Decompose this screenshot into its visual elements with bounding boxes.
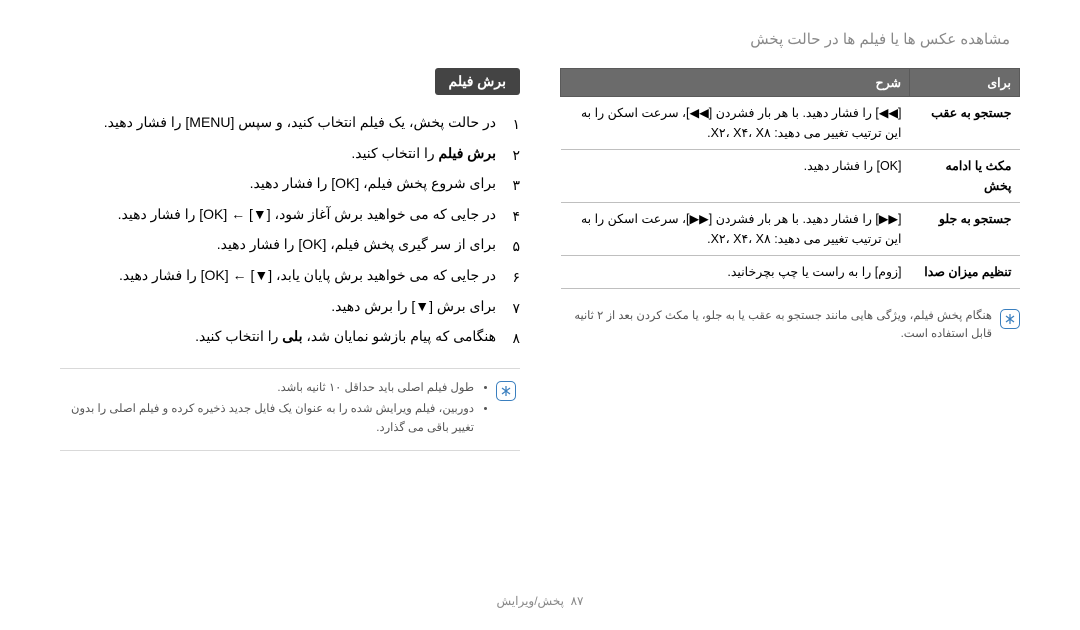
- table-row: جستجو به جلو[▶▶] را فشار دهید. با هر بار…: [561, 203, 1020, 256]
- cell-desc: [OK] را فشار دهید.: [561, 150, 910, 203]
- steps-list: ۱در حالت پخش، یک فیلم انتخاب کنید، و سپس…: [60, 109, 520, 350]
- th-desc: شرح: [561, 69, 910, 97]
- step-item: ۸هنگامی که پیام بازشو نمایان شد، بلی را …: [60, 323, 520, 350]
- cell-desc: [▶▶] را فشار دهید. با هر بار فشردن [▶▶]،…: [561, 203, 910, 256]
- section-title: برش فیلم: [435, 68, 520, 95]
- cell-for: مکث یا ادامه پخش: [910, 150, 1020, 203]
- step-item: ۱در حالت پخش، یک فیلم انتخاب کنید، و سپس…: [60, 109, 520, 136]
- note1-text: هنگام پخش فیلم، ویژگی هایی مانند جستجو ب…: [560, 307, 992, 344]
- cell-for: جستجو به جلو: [910, 203, 1020, 256]
- table-row: تنظیم میزان صدا[زوم] را به راست یا چپ بچ…: [561, 256, 1020, 289]
- step-item: ۵برای از سر گیری پخش فیلم، [OK] را فشار …: [60, 231, 520, 258]
- note-box-trim: طول فیلم اصلی باید حداقل ۱۰ ثانیه باشد. د…: [60, 368, 520, 451]
- note2-list: طول فیلم اصلی باید حداقل ۱۰ ثانیه باشد. د…: [64, 379, 488, 437]
- info-icon: [1000, 309, 1020, 329]
- cell-desc: [◀◀] را فشار دهید. با هر بار فشردن [◀◀]،…: [561, 97, 910, 150]
- note-box-playback: هنگام پخش فیلم، ویژگی هایی مانند جستجو ب…: [560, 301, 1020, 350]
- table-row: جستجو به عقب[◀◀] را فشار دهید. با هر بار…: [561, 97, 1020, 150]
- page-header: مشاهده عکس ها یا فیلم ها در حالت پخش: [60, 30, 1020, 48]
- th-for: برای: [910, 69, 1020, 97]
- table-row: مکث یا ادامه پخش[OK] را فشار دهید.: [561, 150, 1020, 203]
- table-body: جستجو به عقب[◀◀] را فشار دهید. با هر بار…: [561, 97, 1020, 289]
- step-item: ۶در جایی که می خواهید برش پایان یابد، [▼…: [60, 262, 520, 289]
- footer-label: پخش/ویرایش: [496, 594, 563, 608]
- step-item: ۲برش فیلم را انتخاب کنید.: [60, 140, 520, 167]
- controls-table: برای شرح جستجو به عقب[◀◀] را فشار دهید. …: [560, 68, 1020, 289]
- note-item: طول فیلم اصلی باید حداقل ۱۰ ثانیه باشد.: [64, 379, 474, 397]
- step-item: ۳برای شروع پخش فیلم، [OK] را فشار دهید.: [60, 170, 520, 197]
- cell-for: جستجو به عقب: [910, 97, 1020, 150]
- footer-page: ۸۷: [571, 594, 584, 608]
- note-item: دوربین، فیلم ویرایش شده را به عنوان یک ف…: [64, 400, 474, 437]
- step-item: ۷برای برش [▼] را برش دهید.: [60, 293, 520, 320]
- info-icon: [496, 381, 516, 401]
- page-footer: ۸۷ پخش/ویرایش: [0, 594, 1080, 608]
- cell-for: تنظیم میزان صدا: [910, 256, 1020, 289]
- cell-desc: [زوم] را به راست یا چپ بچرخانید.: [561, 256, 910, 289]
- step-item: ۴در جایی که می خواهید برش آغاز شود، [▼] …: [60, 201, 520, 228]
